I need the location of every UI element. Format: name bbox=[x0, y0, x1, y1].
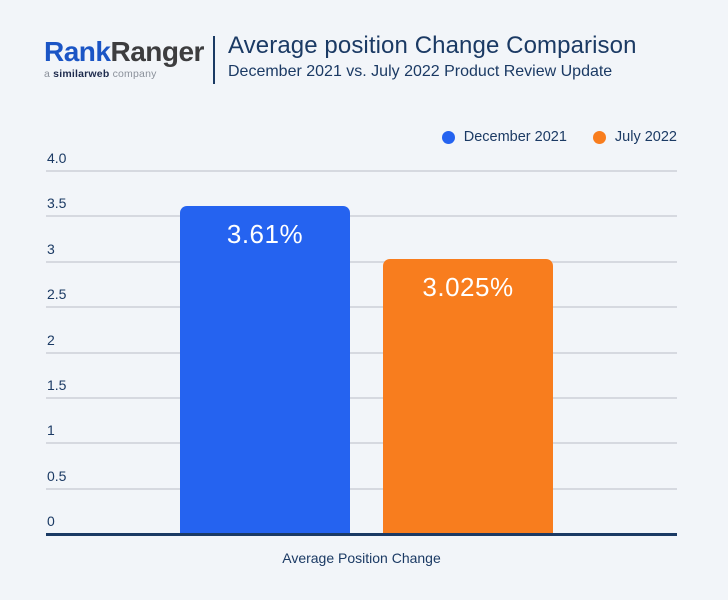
gridline bbox=[46, 215, 677, 218]
x-axis-line bbox=[46, 533, 677, 536]
chart-legend: December 2021 July 2022 bbox=[441, 129, 677, 145]
gridline bbox=[46, 396, 677, 399]
gridline bbox=[46, 487, 677, 490]
logo-tagline: a similarweb company bbox=[44, 68, 204, 80]
y-tick-label: 1.5 bbox=[47, 376, 67, 393]
logo-ranger-text: Ranger bbox=[110, 36, 204, 67]
rankranger-logo: RankRanger a similarweb company bbox=[44, 38, 204, 81]
page-subtitle: December 2021 vs. July 2022 Product Revi… bbox=[228, 63, 613, 80]
logo-wordmark: RankRanger bbox=[44, 38, 204, 66]
gridline bbox=[46, 260, 677, 263]
page-title: Average position Change Comparison bbox=[228, 32, 637, 59]
y-tick-label: 2 bbox=[47, 331, 55, 348]
y-tick-label: 1 bbox=[47, 422, 55, 439]
y-tick-label: 0.5 bbox=[47, 467, 67, 484]
y-tick-label: 3.5 bbox=[47, 195, 67, 212]
tagline-suffix: company bbox=[109, 68, 157, 80]
gridline bbox=[46, 170, 677, 172]
y-tick-label: 2.5 bbox=[47, 286, 67, 303]
tagline-similarweb: similarweb bbox=[53, 68, 110, 80]
gridline bbox=[46, 442, 677, 445]
legend-item-july-2022[interactable]: July 2022 bbox=[592, 129, 677, 145]
x-axis-label: Average Position Change bbox=[282, 550, 441, 566]
y-tick-label: 4.0 bbox=[47, 150, 67, 166]
y-tick-label: 0 bbox=[47, 513, 55, 529]
gridline bbox=[46, 351, 677, 354]
gridline bbox=[46, 306, 677, 309]
legend-item-december-2021[interactable]: December 2021 bbox=[441, 129, 567, 145]
logo-rank-text: Rank bbox=[44, 36, 111, 67]
legend-label: December 2021 bbox=[463, 129, 567, 145]
tagline-prefix: a bbox=[44, 68, 54, 80]
legend-label: July 2022 bbox=[614, 129, 677, 145]
y-tick-label: 3 bbox=[47, 240, 55, 257]
bar-december-2021[interactable]: 3.61% bbox=[180, 206, 350, 534]
legend-dot-icon bbox=[441, 130, 455, 144]
bar-value-label: 3.025% bbox=[422, 272, 514, 303]
header-divider bbox=[213, 36, 215, 84]
legend-dot-icon bbox=[592, 130, 606, 144]
bar-value-label: 3.61% bbox=[226, 219, 304, 250]
bar-july-2022[interactable]: 3.025% bbox=[383, 259, 553, 534]
plot-area: 4.0 3.5 3 2.5 2 1.5 1 0.5 0 3.61% 3.025% bbox=[46, 151, 677, 536]
